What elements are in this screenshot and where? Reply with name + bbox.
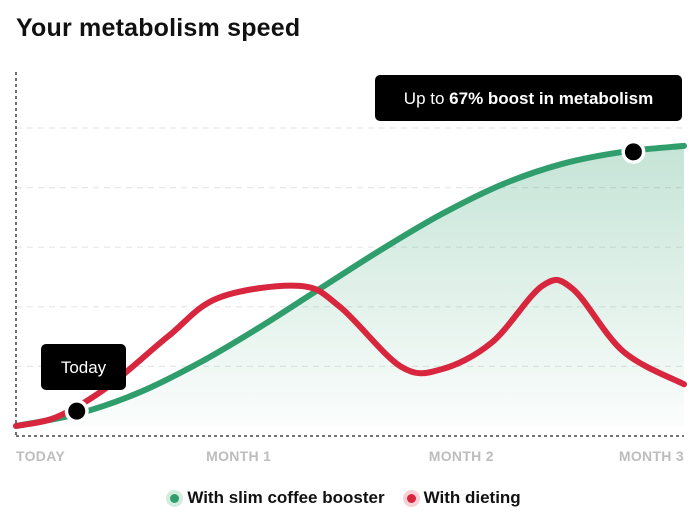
series-line-booster (13, 142, 687, 429)
callout-boost-bold: 67% boost in metabolism (449, 89, 653, 108)
booster-area-fill (16, 145, 684, 426)
marker-dot (68, 402, 86, 420)
legend-label-dieting: With dieting (423, 488, 521, 507)
legend-dot-red-icon (406, 493, 416, 503)
callout-box (41, 344, 126, 390)
legend-item-dieting: With dieting (406, 488, 521, 508)
callout-boost-text: Up to 67% boost in metabolism (404, 89, 653, 108)
callout-today-text: Today (61, 358, 107, 377)
chart-title: Your metabolism speed (16, 14, 301, 42)
callout-boost-prefix: Up to (404, 89, 449, 108)
x-tick-label: MONTH 3 (619, 448, 684, 464)
legend-item-booster: With slim coffee booster (170, 488, 385, 508)
x-tick-label: TODAY (16, 448, 65, 464)
legend-label-booster: With slim coffee booster (187, 488, 385, 507)
x-tick-labels: TODAY MONTH 1 MONTH 2 MONTH 3 (16, 448, 684, 464)
callout-box (375, 75, 682, 121)
x-tick-label: MONTH 2 (429, 448, 494, 464)
chart-annotations: Today Up to 67% boost in metabolism (41, 75, 682, 424)
x-tick-label: MONTH 1 (206, 448, 271, 464)
chart-legend: With slim coffee booster With dieting (0, 488, 691, 508)
marker-dot (624, 143, 642, 161)
legend-dot-green-icon (170, 493, 180, 503)
